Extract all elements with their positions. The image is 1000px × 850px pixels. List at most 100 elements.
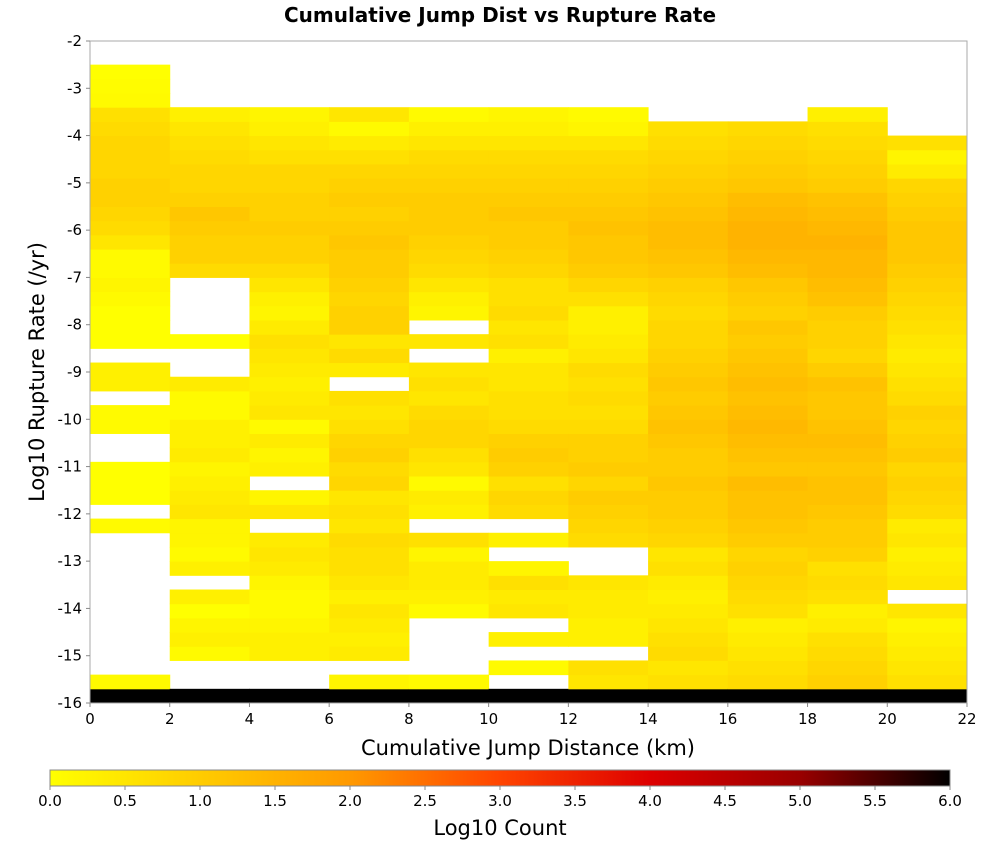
heatmap-cell bbox=[408, 234, 490, 250]
heatmap-cell bbox=[488, 220, 569, 236]
heatmap-cell bbox=[169, 135, 250, 151]
colorbar-label: Log10 Count bbox=[433, 816, 566, 840]
heatmap-cell bbox=[807, 646, 888, 661]
heatmap-cell bbox=[169, 405, 250, 420]
heatmap-cell bbox=[408, 575, 490, 591]
colorbar-tick-label: 6.0 bbox=[938, 792, 962, 810]
heatmap-cell bbox=[408, 376, 490, 392]
x-axis-label: Cumulative Jump Distance (km) bbox=[361, 736, 695, 760]
heatmap-cell bbox=[887, 504, 967, 520]
heatmap-cell bbox=[169, 206, 250, 222]
heatmap-cell bbox=[887, 433, 967, 449]
heatmap-cell bbox=[568, 249, 649, 264]
heatmap-cell bbox=[887, 461, 967, 477]
heatmap-cell bbox=[648, 263, 729, 278]
heatmap-cell bbox=[408, 206, 490, 222]
heatmap-cell bbox=[408, 263, 490, 278]
heatmap-cell bbox=[329, 192, 410, 207]
heatmap-cell bbox=[727, 532, 809, 548]
heatmap-cell bbox=[169, 688, 250, 703]
heatmap-cell bbox=[648, 646, 729, 661]
heatmap-cell bbox=[329, 603, 410, 619]
colorbar-tick-label: 1.5 bbox=[263, 792, 287, 810]
heatmap-cell bbox=[648, 178, 729, 193]
heatmap-cell bbox=[568, 234, 649, 250]
heatmap-cell bbox=[887, 632, 967, 647]
heatmap-cell bbox=[488, 390, 569, 406]
x-tick-label: 18 bbox=[798, 710, 817, 728]
heatmap-cell bbox=[887, 419, 967, 434]
heatmap-cell bbox=[648, 419, 729, 434]
heatmap-cell bbox=[90, 419, 171, 434]
heatmap-cell bbox=[807, 192, 888, 207]
heatmap-cell bbox=[488, 319, 569, 335]
heatmap-cell bbox=[568, 461, 649, 477]
heatmap-cell bbox=[887, 390, 967, 406]
heatmap-cell bbox=[727, 206, 809, 222]
heatmap-cell bbox=[488, 348, 569, 364]
heatmap-cell bbox=[90, 192, 171, 207]
heatmap-cell bbox=[408, 461, 490, 477]
heatmap-cell bbox=[169, 149, 250, 165]
heatmap-cell bbox=[727, 291, 809, 307]
heatmap-cell bbox=[727, 433, 809, 449]
y-tick-label: -16 bbox=[58, 694, 83, 712]
x-tick-label: 22 bbox=[957, 710, 976, 728]
heatmap-cell bbox=[249, 617, 330, 633]
x-tick-label: 12 bbox=[559, 710, 578, 728]
heatmap-cell bbox=[488, 121, 569, 137]
heatmap-cell bbox=[249, 263, 330, 278]
heatmap-cell bbox=[329, 348, 410, 364]
y-tick-label: -8 bbox=[67, 316, 82, 334]
heatmap-cell bbox=[169, 561, 250, 576]
heatmap-cell bbox=[488, 504, 569, 520]
heatmap-cell bbox=[727, 362, 809, 378]
heatmap-cell bbox=[807, 660, 888, 676]
heatmap-cell bbox=[807, 334, 888, 349]
heatmap-cell bbox=[249, 348, 330, 364]
heatmap-cell bbox=[807, 390, 888, 406]
heatmap-cell bbox=[90, 149, 171, 165]
heatmap-cell bbox=[249, 575, 330, 591]
heatmap-cell bbox=[568, 263, 649, 278]
heatmap-cell bbox=[568, 490, 649, 505]
heatmap-cell bbox=[887, 447, 967, 463]
heatmap-cell bbox=[807, 575, 888, 591]
y-tick-label: -6 bbox=[67, 221, 82, 239]
heatmap-cell bbox=[887, 291, 967, 307]
x-tick-label: 8 bbox=[404, 710, 414, 728]
heatmap-cell bbox=[887, 334, 967, 349]
x-tick-label: 14 bbox=[639, 710, 658, 728]
heatmap-cell bbox=[807, 504, 888, 520]
heatmap-cell bbox=[488, 461, 569, 477]
heatmap-cell bbox=[727, 334, 809, 349]
heatmap-cell bbox=[408, 163, 490, 179]
colorbar-tick-label: 5.5 bbox=[863, 792, 887, 810]
heatmap-cell bbox=[568, 376, 649, 392]
heatmap-cell bbox=[408, 561, 490, 576]
heatmap-cell bbox=[727, 476, 809, 491]
y-tick-label: -12 bbox=[58, 505, 83, 523]
heatmap-cell bbox=[887, 617, 967, 633]
heatmap-cell bbox=[488, 603, 569, 619]
heatmap-cell bbox=[887, 546, 967, 562]
y-tick-label: -5 bbox=[67, 174, 82, 192]
heatmap-cell bbox=[329, 405, 410, 420]
y-axis: -2 -3 -4 -5 -6 -7 -8 -9 -10 -11 -12 -13 -14 -15 -16 bbox=[58, 32, 90, 712]
heatmap-cell bbox=[408, 405, 490, 420]
heatmap-cell bbox=[329, 220, 410, 236]
heatmap-cell bbox=[408, 192, 490, 207]
heatmap-cell bbox=[807, 249, 888, 264]
heatmap-cell bbox=[169, 490, 250, 505]
heatmap-cell bbox=[807, 291, 888, 307]
heatmap-cell bbox=[807, 405, 888, 420]
x-tick-label: 10 bbox=[479, 710, 498, 728]
heatmap-cell bbox=[488, 291, 569, 307]
heatmap-cell bbox=[727, 178, 809, 193]
heatmap-cell bbox=[887, 490, 967, 505]
heatmap-cell bbox=[727, 419, 809, 434]
heatmap-cell bbox=[90, 319, 171, 335]
heatmap-cell bbox=[648, 291, 729, 307]
heatmap-cell bbox=[488, 575, 569, 591]
heatmap-cell bbox=[727, 504, 809, 520]
